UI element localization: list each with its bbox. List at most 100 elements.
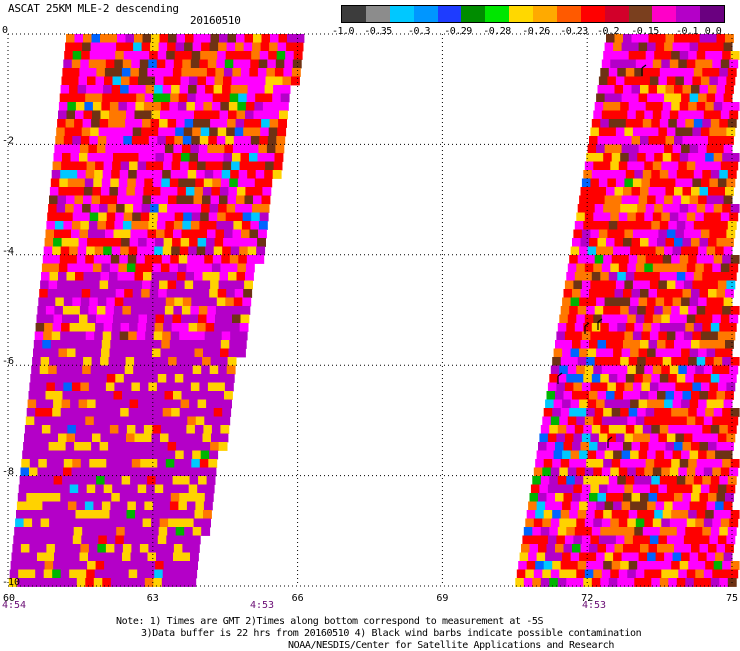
- swath-cell: [91, 357, 101, 366]
- swath-cell: [73, 450, 83, 460]
- swath-cell: [590, 433, 600, 443]
- swath-cell: [695, 263, 705, 273]
- swath-cell: [652, 212, 662, 222]
- swath-cell: [620, 153, 630, 162]
- swath-cell: [601, 569, 611, 579]
- swath-cell: [126, 187, 136, 196]
- swath-cell: [66, 187, 76, 196]
- swath-cell: [550, 569, 560, 579]
- swath-cell: [44, 323, 53, 332]
- swath-cell: [158, 527, 168, 536]
- swath-cell: [74, 518, 84, 528]
- swath-cell: [81, 450, 91, 460]
- swath-cell: [233, 59, 243, 69]
- swath-cell: [625, 374, 635, 383]
- swath-cell: [171, 408, 181, 417]
- swath-cell: [104, 68, 114, 77]
- swath-cell: [149, 374, 159, 383]
- swath-cell: [625, 68, 635, 77]
- swath-cell: [652, 518, 662, 528]
- swath-cell: [665, 34, 675, 43]
- swath-cell: [103, 484, 113, 494]
- swath-cell: [16, 501, 26, 511]
- swath-cell: [134, 34, 143, 43]
- swath-cell: [259, 51, 269, 60]
- swath-cell: [177, 263, 187, 273]
- swath-cell: [623, 340, 632, 349]
- swath-cell: [618, 110, 628, 120]
- swath-cell: [666, 433, 676, 443]
- swath-cell: [613, 42, 622, 52]
- swath-cell: [125, 280, 134, 290]
- swath-cell: [147, 552, 157, 562]
- swath-cell: [618, 467, 628, 477]
- swath-cell: [601, 314, 611, 324]
- swath-cell: [543, 561, 553, 570]
- colorbar-segment: [485, 6, 510, 22]
- swath-cell: [596, 348, 605, 358]
- swath-cell: [80, 136, 90, 145]
- swath-cell: [128, 331, 138, 341]
- swath-cell: [199, 297, 209, 307]
- swath-cell: [662, 306, 672, 315]
- swath-cell: [272, 170, 282, 179]
- swath-cell: [722, 408, 732, 417]
- swath-cell: [662, 561, 672, 570]
- swath-cell: [539, 484, 549, 494]
- swath-cell: [258, 221, 268, 230]
- swath-cell: [706, 246, 716, 256]
- swath-cell: [231, 161, 240, 171]
- swath-cell: [131, 221, 141, 230]
- swath-cell: [683, 229, 693, 239]
- swath-cell: [154, 484, 164, 494]
- swath-cell: [177, 272, 186, 281]
- swath-cell: [657, 34, 666, 43]
- swath-cell: [617, 170, 627, 179]
- swath-cell: [107, 42, 117, 52]
- swath-cell: [681, 297, 690, 307]
- latitude-tick-label: -4: [2, 246, 14, 257]
- swath-cell: [591, 374, 601, 383]
- swath-cell: [658, 433, 668, 443]
- swath-cell: [107, 450, 117, 460]
- colorbar-segment: [628, 6, 653, 22]
- swath-cell: [211, 110, 220, 120]
- swath-cell: [196, 85, 206, 94]
- swath-cell: [111, 493, 121, 502]
- swath-cell: [154, 323, 164, 332]
- swath-cell: [108, 357, 118, 366]
- swath-cell: [597, 85, 607, 94]
- swath-cell: [686, 416, 696, 426]
- swath-cell: [131, 382, 141, 392]
- swath-cell: [224, 391, 233, 400]
- swath-cell: [177, 102, 187, 111]
- swath-cell: [114, 221, 124, 230]
- swath-cell: [664, 399, 673, 409]
- swath-cell: [597, 544, 607, 553]
- swath-cell: [702, 323, 712, 332]
- swath-cell: [109, 348, 119, 358]
- swath-cell: [100, 272, 110, 281]
- swath-cell: [225, 212, 235, 222]
- swath-cell: [69, 85, 78, 94]
- swath-cell: [232, 229, 242, 239]
- swath-cell: [580, 187, 590, 196]
- swath-cell: [214, 399, 224, 409]
- swath-cell: [89, 535, 99, 545]
- swath-cell: [220, 102, 230, 111]
- swath-cell: [97, 221, 107, 230]
- swath-cell: [83, 433, 93, 443]
- swath-cell: [197, 76, 207, 86]
- swath-cell: [224, 229, 233, 239]
- swath-cell: [617, 578, 627, 587]
- swath-cell: [587, 399, 597, 409]
- swath-cell: [717, 331, 727, 341]
- swath-cell: [186, 178, 196, 188]
- swath-cell: [273, 161, 283, 171]
- swath-cell: [145, 493, 155, 502]
- swath-cell: [648, 34, 658, 43]
- swath-cell: [274, 153, 284, 162]
- swath-cell: [631, 136, 641, 145]
- swath-cell: [239, 323, 249, 332]
- swath-cell: [185, 357, 194, 366]
